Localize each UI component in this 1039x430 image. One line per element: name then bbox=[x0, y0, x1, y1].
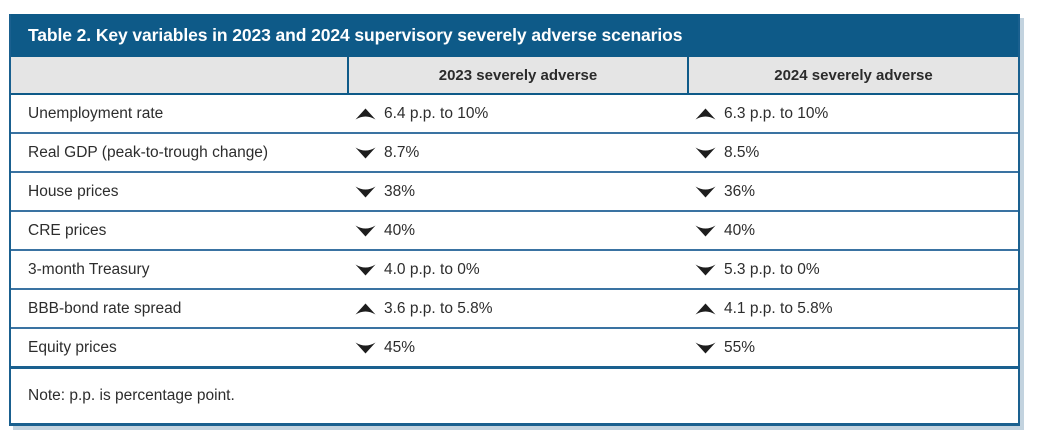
value-2023: 8.7% bbox=[347, 134, 687, 171]
row-label: Unemployment rate bbox=[28, 104, 164, 122]
column-header-row: 2023 severely adverse 2024 severely adve… bbox=[11, 57, 1018, 95]
trend-arrow bbox=[695, 303, 716, 315]
value-text: 4.0 p.p. to 0% bbox=[384, 260, 480, 278]
trend-arrow bbox=[355, 186, 376, 198]
decrease-arrow-icon bbox=[695, 225, 716, 236]
increase-arrow-icon bbox=[695, 108, 716, 119]
table-note-row: Note: p.p. is percentage point. bbox=[11, 366, 1018, 423]
value-2023: 38% bbox=[347, 173, 687, 210]
value-2023: 40% bbox=[347, 212, 687, 249]
table-row: Real GDP (peak-to-trough change) 8.7% 8.… bbox=[11, 132, 1018, 171]
value-text: 6.3 p.p. to 10% bbox=[724, 104, 829, 122]
table-row: 3-month Treasury 4.0 p.p. to 0% 5.3 p.p.… bbox=[11, 249, 1018, 288]
row-label: CRE prices bbox=[28, 221, 107, 239]
decrease-arrow-icon bbox=[695, 264, 716, 275]
table-row: BBB-bond rate spread 3.6 p.p. to 5.8% 4.… bbox=[11, 288, 1018, 327]
column-header-blank bbox=[11, 57, 347, 93]
trend-arrow bbox=[695, 264, 716, 276]
trend-arrow bbox=[355, 342, 376, 354]
value-text: 6.4 p.p. to 10% bbox=[384, 104, 489, 122]
trend-arrow bbox=[695, 147, 716, 159]
table-row: House prices 38% 36% bbox=[11, 171, 1018, 210]
decrease-arrow-icon bbox=[695, 342, 716, 353]
table-title: Table 2. Key variables in 2023 and 2024 … bbox=[28, 25, 683, 45]
row-label: Real GDP (peak-to-trough change) bbox=[28, 143, 269, 161]
value-text: 5.3 p.p. to 0% bbox=[724, 260, 820, 278]
scenario-table: Table 2. Key variables in 2023 and 2024 … bbox=[9, 14, 1020, 426]
trend-arrow bbox=[695, 225, 716, 237]
trend-arrow bbox=[355, 147, 376, 159]
trend-arrow bbox=[695, 108, 716, 120]
value-2024: 40% bbox=[687, 212, 1018, 249]
table-row: CRE prices 40% 40% bbox=[11, 210, 1018, 249]
value-text: 3.6 p.p. to 5.8% bbox=[384, 299, 493, 317]
value-2024: 36% bbox=[687, 173, 1018, 210]
increase-arrow-icon bbox=[355, 303, 376, 314]
decrease-arrow-icon bbox=[355, 186, 376, 197]
value-2024: 6.3 p.p. to 10% bbox=[687, 95, 1018, 132]
value-2023: 45% bbox=[347, 329, 687, 366]
value-text: 8.7% bbox=[384, 143, 420, 161]
value-2024: 4.1 p.p. to 5.8% bbox=[687, 290, 1018, 327]
value-text: 40% bbox=[384, 221, 416, 239]
value-2024: 55% bbox=[687, 329, 1018, 366]
decrease-arrow-icon bbox=[355, 147, 376, 158]
trend-arrow bbox=[695, 342, 716, 354]
table-note: Note: p.p. is percentage point. bbox=[28, 387, 235, 404]
decrease-arrow-icon bbox=[355, 342, 376, 353]
value-2023: 3.6 p.p. to 5.8% bbox=[347, 290, 687, 327]
value-2023: 4.0 p.p. to 0% bbox=[347, 251, 687, 288]
row-label: House prices bbox=[28, 182, 119, 200]
value-text: 40% bbox=[724, 221, 756, 239]
value-text: 45% bbox=[384, 338, 416, 356]
increase-arrow-icon bbox=[695, 303, 716, 314]
decrease-arrow-icon bbox=[695, 186, 716, 197]
value-2024: 8.5% bbox=[687, 134, 1018, 171]
table-title-bar: Table 2. Key variables in 2023 and 2024 … bbox=[11, 14, 1018, 57]
decrease-arrow-icon bbox=[355, 264, 376, 275]
value-text: 4.1 p.p. to 5.8% bbox=[724, 299, 833, 317]
row-label: 3-month Treasury bbox=[28, 260, 150, 278]
decrease-arrow-icon bbox=[695, 147, 716, 158]
column-header-2023: 2023 severely adverse bbox=[347, 57, 687, 93]
trend-arrow bbox=[695, 186, 716, 198]
value-text: 36% bbox=[724, 182, 756, 200]
decrease-arrow-icon bbox=[355, 225, 376, 236]
table-row: Equity prices 45% 55% bbox=[11, 327, 1018, 366]
value-2023: 6.4 p.p. to 10% bbox=[347, 95, 687, 132]
value-2024: 5.3 p.p. to 0% bbox=[687, 251, 1018, 288]
increase-arrow-icon bbox=[355, 108, 376, 119]
column-header-2024: 2024 severely adverse bbox=[687, 57, 1018, 93]
row-label: BBB-bond rate spread bbox=[28, 299, 182, 317]
value-text: 8.5% bbox=[724, 143, 760, 161]
value-text: 38% bbox=[384, 182, 416, 200]
trend-arrow bbox=[355, 225, 376, 237]
row-label: Equity prices bbox=[28, 338, 117, 356]
trend-arrow bbox=[355, 264, 376, 276]
table-row: Unemployment rate 6.4 p.p. to 10% 6.3 p.… bbox=[11, 95, 1018, 132]
trend-arrow bbox=[355, 108, 376, 120]
value-text: 55% bbox=[724, 338, 756, 356]
trend-arrow bbox=[355, 303, 376, 315]
